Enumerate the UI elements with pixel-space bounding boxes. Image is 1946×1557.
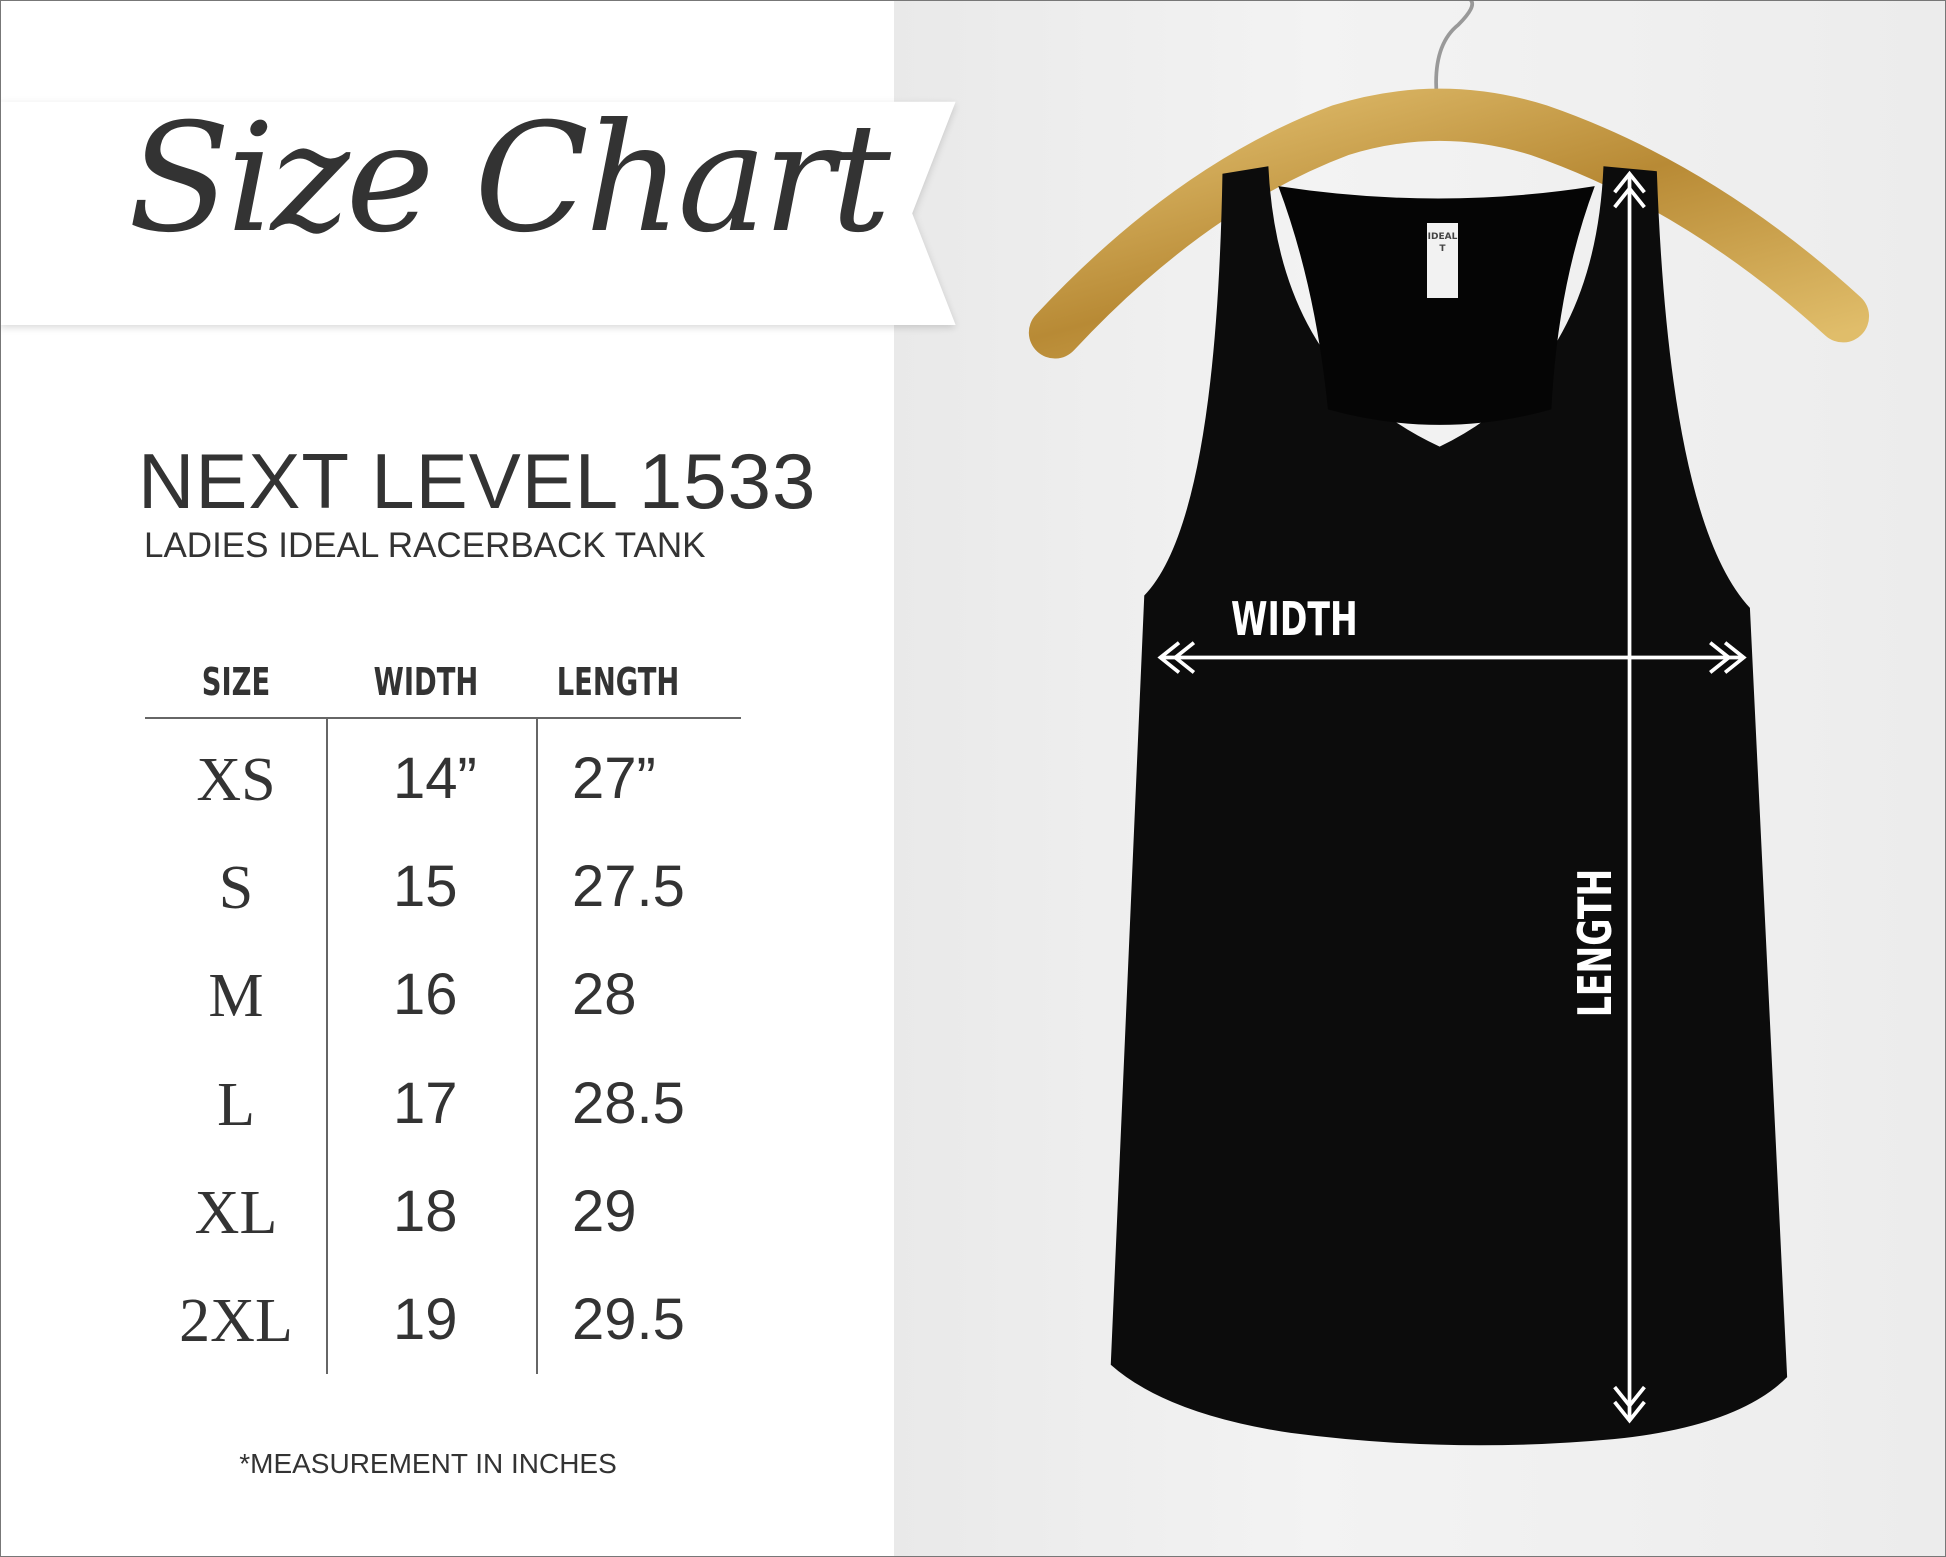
header-length: LENGTH — [556, 660, 680, 704]
size-cell: XS — [196, 746, 276, 814]
product-description: LADIES IDEAL RACERBACK TANK — [144, 526, 706, 565]
length-cell: 29.5 — [572, 1287, 685, 1352]
width-label: WIDTH — [1231, 592, 1358, 646]
width-cell: 14” — [393, 746, 477, 811]
length-cell: 29 — [572, 1179, 637, 1244]
title-banner — [0, 101, 956, 326]
hanger — [1028, 88, 1870, 359]
column-divider — [536, 717, 538, 1374]
product-name: NEXT LEVEL 1533 — [138, 437, 817, 525]
header-size: SIZE — [201, 660, 271, 704]
width-arrow — [1157, 641, 1747, 674]
length-cell: 27.5 — [572, 854, 685, 919]
size-chart-heading: Size Chart — [128, 92, 891, 266]
footnote: *MEASUREMENT IN INCHES — [239, 1448, 617, 1479]
size-cell: S — [218, 854, 254, 922]
width-cell: 16 — [393, 962, 458, 1027]
width-cell: 15 — [393, 854, 458, 919]
width-cell: 17 — [393, 1071, 458, 1136]
length-cell: 28 — [572, 962, 637, 1027]
length-arrow — [1613, 170, 1646, 1424]
racerback-inner — [1278, 186, 1595, 425]
width-cell: 18 — [393, 1179, 458, 1244]
hanger-hook — [1434, 0, 1475, 119]
size-cell: XL — [194, 1179, 278, 1247]
tank-body — [1110, 166, 1788, 1446]
length-cell: 28.5 — [572, 1071, 685, 1136]
header-width: WIDTH — [373, 660, 479, 704]
header-divider — [145, 717, 741, 719]
size-cell: 2XL — [179, 1287, 293, 1355]
width-cell: 19 — [393, 1287, 458, 1352]
garment-tag: IDEAL T — [1427, 223, 1458, 298]
length-cell: 27” — [572, 746, 656, 811]
length-label: LENGTH — [1568, 868, 1622, 1018]
size-cell: L — [217, 1071, 255, 1139]
column-divider — [326, 717, 328, 1374]
size-cell: M — [208, 962, 264, 1030]
